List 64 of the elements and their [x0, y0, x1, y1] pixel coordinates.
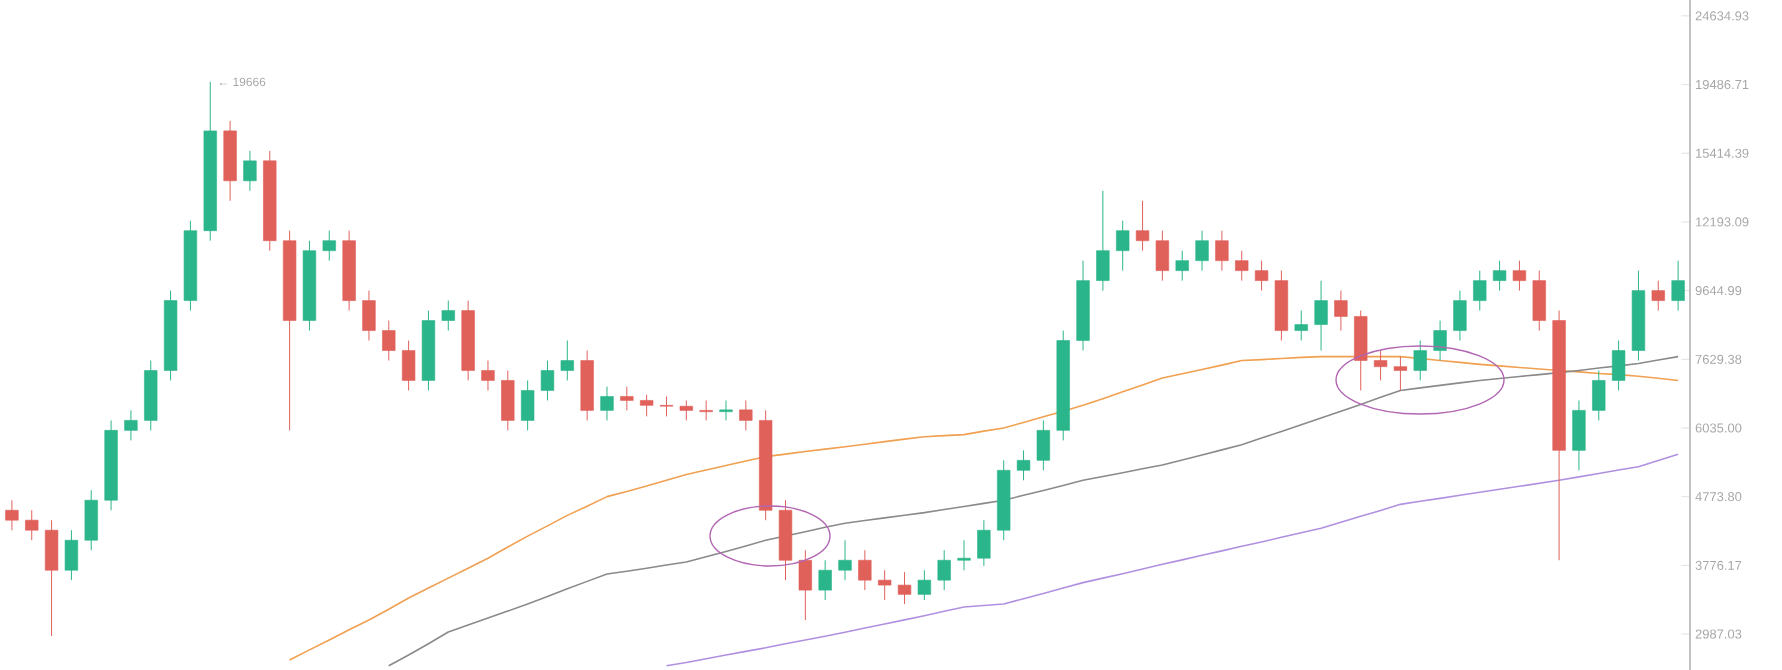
- candlestick: [1532, 270, 1546, 332]
- candlestick: [1215, 230, 1229, 272]
- candlestick: [739, 399, 753, 431]
- candlestick: [401, 340, 416, 391]
- candlestick: [1393, 356, 1408, 391]
- candlestick: [1512, 260, 1527, 292]
- candlestick: [1671, 260, 1685, 312]
- candlestick: [1453, 290, 1467, 342]
- candlestick: [897, 571, 912, 605]
- candlestick: [84, 489, 98, 551]
- candlestick: [243, 150, 257, 192]
- candlestick: [1373, 350, 1388, 381]
- candlestick: [1651, 280, 1665, 312]
- candlestick: [1135, 200, 1150, 252]
- candlestick: [1334, 290, 1348, 332]
- candlestick: [382, 320, 396, 362]
- candlestick: [838, 539, 852, 581]
- candlestick: [481, 360, 495, 391]
- candlestick: [1611, 340, 1626, 391]
- candlestick: [5, 499, 19, 531]
- candlestick: [679, 399, 693, 421]
- candlestick: [1572, 399, 1586, 471]
- candlestick: [977, 519, 991, 567]
- candlestick: [1433, 320, 1447, 362]
- candlestick: [818, 559, 832, 601]
- candlestick: [620, 386, 634, 411]
- candlestick: [699, 399, 713, 421]
- candlestick: [957, 539, 971, 571]
- candlestick: [540, 360, 555, 401]
- candlestick: [659, 395, 674, 417]
- candlestick: [1016, 449, 1031, 481]
- candlestick: [640, 394, 654, 417]
- candlestick: [798, 549, 812, 621]
- candlestick: [858, 549, 872, 591]
- candlestick: [64, 529, 79, 581]
- candlestick: [501, 369, 515, 431]
- candlestick: [1413, 340, 1427, 381]
- candlestick: [1096, 190, 1110, 292]
- candlestick: [1235, 250, 1249, 282]
- candlestick: [719, 399, 733, 421]
- candlestick: [1492, 260, 1507, 292]
- candlestick: [362, 290, 376, 342]
- candlestick: [1294, 310, 1308, 342]
- candlestick: [1354, 310, 1368, 391]
- candlestick: [1116, 220, 1130, 272]
- candlestick: [1036, 419, 1051, 471]
- candlestick: [1254, 260, 1269, 292]
- candlestick: [1473, 270, 1487, 312]
- candlestick: [600, 386, 614, 421]
- candlestick: [1592, 369, 1606, 421]
- candlestick: [441, 300, 455, 332]
- candlestick: [878, 569, 892, 601]
- candlestick: [1175, 250, 1189, 282]
- candlestick: [1314, 280, 1328, 352]
- candlestick: [520, 379, 535, 431]
- candlestick: [322, 230, 336, 262]
- candlestick: [917, 569, 931, 601]
- candlestick: [560, 340, 574, 381]
- candlestick: [937, 549, 951, 591]
- candlestick: [44, 519, 59, 637]
- candlestick: [25, 509, 39, 541]
- candlestick: [124, 409, 138, 441]
- candlestick: [1155, 230, 1170, 282]
- candlestick: [1195, 230, 1209, 272]
